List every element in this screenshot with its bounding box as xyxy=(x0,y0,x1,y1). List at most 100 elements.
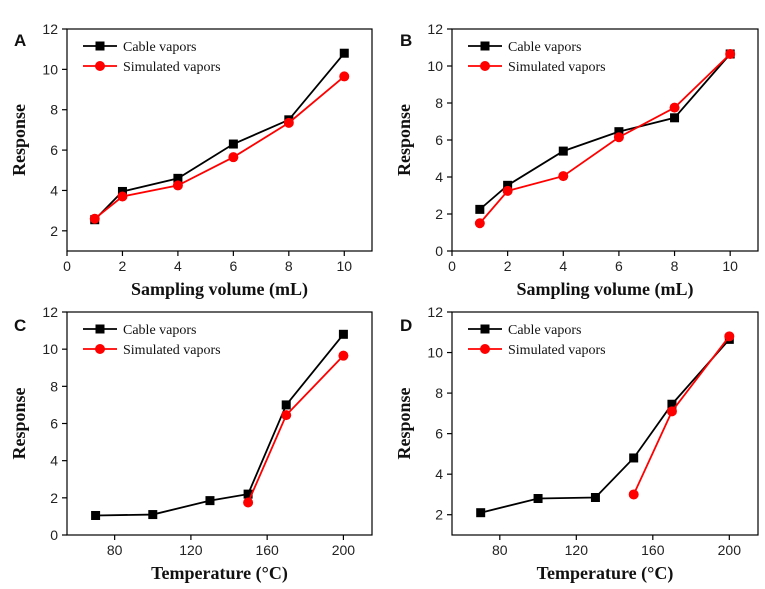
x-tick-label: 10 xyxy=(722,258,738,274)
data-point-cable xyxy=(338,329,348,339)
panel-letter: C xyxy=(14,316,26,335)
data-point-cable xyxy=(476,508,486,518)
legend-label: Simulated vapors xyxy=(508,343,606,358)
y-tick-label: 6 xyxy=(435,132,443,148)
x-tick-label: 8 xyxy=(671,258,679,274)
y-tick-label: 4 xyxy=(50,182,58,198)
data-point-simulated xyxy=(666,406,677,417)
x-tick-label: 0 xyxy=(448,258,456,274)
x-tick-label: 6 xyxy=(229,258,237,274)
data-point-cable xyxy=(670,113,680,123)
x-axis-label: Temperature (°C) xyxy=(151,563,288,584)
x-tick-label: 2 xyxy=(504,258,512,274)
y-tick-label: 8 xyxy=(435,385,443,401)
legend-marker-circle xyxy=(480,344,490,354)
y-axis-label: Response xyxy=(394,387,414,459)
data-point-cable xyxy=(281,400,291,410)
y-tick-label: 6 xyxy=(435,426,443,442)
x-axis-label: Temperature (°C) xyxy=(537,563,674,584)
x-tick-label: 160 xyxy=(641,542,665,558)
y-tick-label: 4 xyxy=(435,466,443,482)
panel-d: D 80 120 160 200 2 4 6 8 10 12 Temperature (°C) Resp… xyxy=(394,304,759,584)
y-tick-label: 8 xyxy=(435,95,443,111)
plot-frame xyxy=(451,311,759,536)
data-point-cable xyxy=(558,146,568,156)
legend-marker-square xyxy=(480,41,490,51)
data-point-cable xyxy=(148,510,158,520)
data-point-simulated xyxy=(243,497,254,508)
x-tick-label: 6 xyxy=(615,258,623,274)
x-tick-label: 160 xyxy=(255,542,279,558)
y-tick-label: 6 xyxy=(50,416,58,432)
y-tick-label: 10 xyxy=(42,341,58,357)
panel-c: C 80 120 160 200 0 2 4 6 8 10 12 Temperature (°C) Res… xyxy=(9,304,373,584)
y-tick-label: 4 xyxy=(435,169,443,185)
panel-letter: A xyxy=(14,31,26,50)
x-tick-label: 200 xyxy=(718,542,742,558)
data-point-cable xyxy=(173,173,183,183)
x-tick-label: 120 xyxy=(179,542,203,558)
panel-letter: B xyxy=(400,31,412,50)
y-tick-label: 12 xyxy=(42,304,58,320)
y-tick-label: 2 xyxy=(50,223,58,239)
x-tick-label: 8 xyxy=(285,258,293,274)
data-point-simulated xyxy=(283,117,294,128)
data-point-cable xyxy=(339,48,349,58)
legend-label: Cable vapors xyxy=(123,323,196,338)
legend-label: Simulated vapors xyxy=(123,343,221,358)
legend-label: Simulated vapors xyxy=(123,60,221,75)
data-point-cable xyxy=(533,494,543,504)
data-point-simulated xyxy=(558,171,569,182)
data-point-simulated xyxy=(725,48,736,59)
y-tick-label: 12 xyxy=(427,21,443,37)
y-axis-label: Response xyxy=(9,104,29,176)
legend-marker-circle xyxy=(95,61,105,71)
data-point-cable xyxy=(614,127,624,137)
data-point-cable xyxy=(205,496,215,506)
x-tick-label: 80 xyxy=(492,542,508,558)
data-point-simulated xyxy=(338,350,349,361)
data-point-simulated xyxy=(724,331,735,342)
data-point-simulated xyxy=(339,71,350,82)
plot-frame xyxy=(66,28,373,252)
x-tick-label: 2 xyxy=(119,258,127,274)
y-tick-label: 10 xyxy=(42,61,58,77)
series-line-cable xyxy=(95,333,345,517)
y-tick-label: 2 xyxy=(435,507,443,523)
series-line-simulated xyxy=(94,75,345,220)
x-tick-label: 80 xyxy=(107,542,123,558)
data-point-cable xyxy=(117,186,127,196)
data-point-cable xyxy=(475,204,485,214)
y-tick-label: 0 xyxy=(50,527,58,543)
y-tick-label: 10 xyxy=(427,58,443,74)
data-point-simulated xyxy=(172,180,183,191)
data-point-simulated xyxy=(502,185,513,196)
legend-label: Cable vapors xyxy=(508,323,581,338)
data-point-cable xyxy=(91,510,101,520)
legend-label: Cable vapors xyxy=(508,40,581,55)
y-tick-label: 6 xyxy=(50,142,58,158)
y-tick-label: 8 xyxy=(50,378,58,394)
x-tick-label: 0 xyxy=(63,258,71,274)
legend-marker-square xyxy=(95,41,105,51)
legend-marker-circle xyxy=(480,61,490,71)
data-point-simulated xyxy=(613,132,624,143)
data-point-simulated xyxy=(228,152,239,163)
data-point-simulated xyxy=(628,489,639,500)
y-tick-label: 12 xyxy=(427,304,443,320)
data-point-cable xyxy=(503,180,513,190)
legend-label: Simulated vapors xyxy=(508,60,606,75)
legend-label: Cable vapors xyxy=(123,40,196,55)
legend-marker-square xyxy=(480,324,490,334)
data-point-simulated xyxy=(117,191,128,202)
data-point-simulated xyxy=(474,218,485,229)
x-tick-label: 10 xyxy=(336,258,352,274)
y-tick-label: 8 xyxy=(50,102,58,118)
series-line-simulated xyxy=(479,53,731,224)
legend-marker-square xyxy=(95,324,105,334)
data-point-simulated xyxy=(89,213,100,224)
y-axis-label: Response xyxy=(394,104,414,176)
legend-marker-circle xyxy=(95,344,105,354)
x-axis-label: Sampling volume (mL) xyxy=(516,279,693,300)
